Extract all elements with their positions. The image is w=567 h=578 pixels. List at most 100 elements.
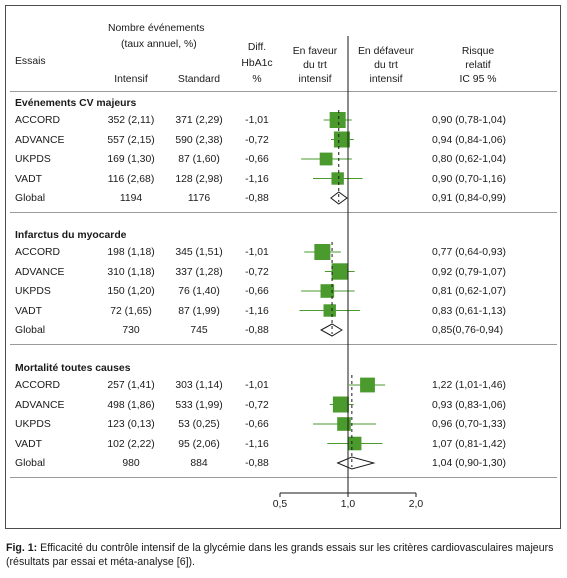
standard-value: 128 (2,98)	[175, 173, 223, 185]
pooled-diamond	[330, 191, 348, 205]
risque-relatif-value: 0,93 (0,83-1,06)	[432, 399, 506, 411]
trial-name: VADT	[15, 305, 42, 317]
header-defaveur-line1: En défaveur	[357, 46, 415, 57]
intensif-value: 198 (1,18)	[107, 247, 155, 258]
standard-value: 87 (1,60)	[178, 154, 220, 165]
standard-value: 884	[190, 458, 208, 469]
trial-name: UKPDS	[15, 154, 51, 165]
header-diff-line3: %	[252, 74, 262, 85]
risque-relatif-value: 0,81 (0,62-1,07)	[432, 286, 506, 297]
intensif-value: 102 (2,22)	[107, 438, 155, 450]
intensif-value: 72 (1,65)	[110, 305, 152, 317]
section-title: Infarctus du myocarde	[15, 230, 127, 241]
diff-hba1c-value: -0,88	[245, 325, 269, 336]
header-nombre-line2: (taux annuel, %)	[121, 39, 197, 50]
effect-square	[320, 284, 335, 298]
risque-relatif-value: 1,04 (0,90-1,30)	[432, 458, 506, 469]
intensif-value: 1194	[119, 193, 143, 204]
section-divider	[10, 212, 557, 213]
diff-hba1c-value: -1,16	[245, 173, 269, 185]
standard-value: 745	[190, 325, 208, 336]
effect-square	[314, 244, 331, 260]
risque-relatif-value: 0,80 (0,62-1,04)	[432, 154, 506, 165]
header-nombre-line1: Nombre événements	[108, 23, 205, 34]
risque-relatif-value: 0,90 (0,78-1,04)	[432, 115, 506, 126]
risque-relatif-value: 0,85(0,76-0,94)	[432, 325, 504, 336]
standard-value: 303 (1,14)	[175, 380, 223, 391]
effect-square	[337, 417, 351, 431]
diff-hba1c-value: -0,88	[245, 458, 269, 469]
effect-square	[323, 304, 336, 317]
diff-hba1c-value: -0,66	[245, 154, 269, 165]
risque-relatif-value: 0,91 (0,84-0,99)	[432, 193, 506, 204]
header-risque-line3: IC 95 %	[459, 74, 497, 85]
figure-frame	[5, 5, 561, 529]
trial-name: ACCORD	[15, 380, 61, 391]
header-risque-line2: relatif	[465, 60, 491, 71]
header-diff-line2: HbA1c	[241, 58, 273, 69]
header-essais: Essais	[15, 56, 46, 67]
effect-square	[319, 152, 333, 166]
section-divider	[10, 477, 557, 478]
risque-relatif-value: 0,96 (0,70-1,33)	[432, 419, 506, 430]
x-axis-tick-label: 0,5	[272, 499, 288, 510]
x-axis-tick-label: 1,0	[340, 499, 356, 510]
intensif-value: 730	[122, 325, 140, 336]
trial-name: Global	[15, 325, 46, 336]
effect-square	[333, 131, 350, 148]
intensif-value: 116 (2,68)	[107, 173, 155, 185]
standard-value: 371 (2,29)	[175, 115, 223, 126]
effect-square	[360, 377, 375, 393]
intensif-value: 557 (2,15)	[107, 134, 155, 146]
risque-relatif-value: 0,92 (0,79-1,07)	[432, 266, 506, 278]
intensif-value: 310 (1,18)	[107, 266, 155, 278]
standard-value: 53 (0,25)	[178, 419, 220, 430]
diff-hba1c-value: -0,72	[245, 134, 269, 146]
header-defaveur-line3: intensif	[369, 74, 403, 85]
diff-hba1c-value: -1,01	[245, 247, 269, 258]
effect-square	[331, 172, 344, 185]
effect-square	[332, 396, 349, 413]
standard-value: 590 (2,38)	[175, 134, 223, 146]
risque-relatif-value: 0,90 (0,70-1,16)	[432, 173, 506, 185]
diff-hba1c-value: -0,66	[245, 286, 269, 297]
diff-hba1c-value: -1,01	[245, 380, 269, 391]
trial-name: ADVANCE	[15, 134, 65, 146]
diff-hba1c-value: -0,66	[245, 419, 269, 430]
standard-value: 337 (1,28)	[175, 266, 223, 278]
effect-square	[347, 436, 362, 451]
pooled-diamond	[336, 456, 376, 470]
effect-square	[329, 112, 346, 128]
caption-text: Efficacité du contrôle intensif de la gl…	[6, 542, 554, 568]
trial-name: ACCORD	[15, 247, 61, 258]
trial-name: VADT	[15, 173, 42, 185]
header-standard: Standard	[177, 74, 221, 85]
header-faveur-line3: intensif	[298, 74, 332, 85]
header-intensif: Intensif	[114, 74, 148, 85]
intensif-value: 352 (2,11)	[107, 115, 155, 126]
risque-relatif-value: 0,94 (0,84-1,06)	[432, 134, 506, 146]
intensif-value: 169 (1,30)	[107, 154, 155, 165]
diff-hba1c-value: -0,72	[245, 399, 269, 411]
trial-name: UKPDS	[15, 286, 51, 297]
trial-name: Global	[15, 458, 46, 469]
header-diff-line1: Diff.	[247, 42, 267, 53]
forest-plot	[279, 36, 417, 497]
diff-hba1c-value: -0,88	[245, 193, 269, 204]
intensif-value: 257 (1,41)	[107, 380, 155, 391]
header-divider	[10, 91, 557, 92]
pooled-diamond	[320, 323, 343, 337]
risque-relatif-value: 1,07 (0,81-1,42)	[432, 438, 506, 450]
trial-name: UKPDS	[15, 419, 51, 430]
diff-hba1c-value: -0,72	[245, 266, 269, 278]
risque-relatif-value: 0,83 (0,61-1,13)	[432, 305, 506, 317]
diff-hba1c-value: -1,01	[245, 115, 269, 126]
header-faveur-line2: du trt	[303, 60, 327, 71]
header-faveur-line1: En faveur	[292, 46, 338, 57]
intensif-value: 498 (1,86)	[107, 399, 155, 411]
diff-hba1c-value: -1,16	[245, 305, 269, 317]
standard-value: 95 (2,06)	[178, 438, 220, 450]
header-risque-line1: Risque	[461, 46, 495, 57]
standard-value: 87 (1,99)	[178, 305, 220, 317]
trial-name: ACCORD	[15, 115, 61, 126]
